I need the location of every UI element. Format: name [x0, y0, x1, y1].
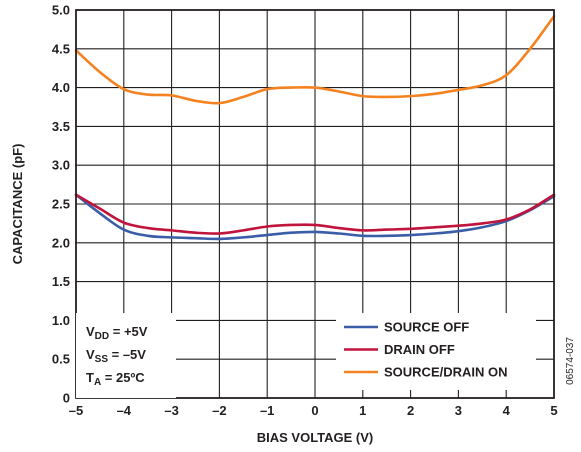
y-tick-label: 2.0: [52, 235, 70, 250]
y-tick-label: 4.5: [52, 41, 70, 56]
y-tick-label: 3.5: [52, 119, 70, 134]
x-tick-label: 0: [311, 403, 318, 418]
x-tick-label: 4: [503, 403, 511, 418]
x-tick-label: –4: [117, 403, 132, 418]
x-tick-label: 1: [359, 403, 366, 418]
test-conditions-box: VDD = +5V VSS = –5V TA = 25ºC: [76, 313, 176, 398]
y-tick-label: 0.5: [52, 352, 70, 367]
y-tick-label: 3.0: [52, 158, 70, 173]
y-tick-label: 5.0: [52, 3, 70, 18]
condition-label: VSS = –5V: [86, 347, 146, 365]
series-line-drain-off: [74, 193, 556, 235]
y-tick-label: 2.5: [52, 197, 70, 212]
legend: SOURCE OFF DRAIN OFF SOURCE/DRAIN ON: [336, 313, 536, 390]
conditions-background: [76, 313, 176, 398]
y-axis-ticks: 0 0.5 1.0 1.5 2.0 2.5 3.0 3.5 4.0 4.5 5.0: [52, 3, 70, 406]
x-tick-label: 5: [550, 403, 557, 418]
series-layer: [74, 14, 556, 241]
x-tick-label: –5: [69, 403, 83, 418]
legend-label: DRAIN OFF: [384, 342, 455, 357]
x-tick-label: 2: [407, 403, 414, 418]
y-tick-label: 4.0: [52, 80, 70, 95]
x-tick-label: –2: [212, 403, 226, 418]
y-tick-label: 1.5: [52, 274, 70, 289]
series-line-source-drain-on: [74, 14, 556, 105]
figure-id: 06574-037: [565, 337, 576, 385]
y-tick-label: 1.0: [52, 313, 70, 328]
condition-label: TA = 25ºC: [86, 370, 145, 388]
series-line-source-off: [74, 193, 556, 241]
x-tick-label: –1: [260, 403, 274, 418]
x-axis-ticks: –5 –4 –3 –2 –1 0 1 2 3 4 5: [69, 403, 558, 418]
y-axis-title: CAPACITANCE (pF): [10, 144, 25, 265]
x-tick-label: –3: [164, 403, 178, 418]
legend-label: SOURCE OFF: [384, 320, 469, 335]
plot-area-frame: [75, 9, 555, 399]
condition-label: VDD = +5V: [86, 324, 148, 342]
legend-label: SOURCE/DRAIN ON: [384, 365, 508, 380]
x-axis-title: BIAS VOLTAGE (V): [257, 430, 374, 445]
x-tick-label: 3: [455, 403, 462, 418]
y-tick-label: 0: [63, 391, 70, 406]
